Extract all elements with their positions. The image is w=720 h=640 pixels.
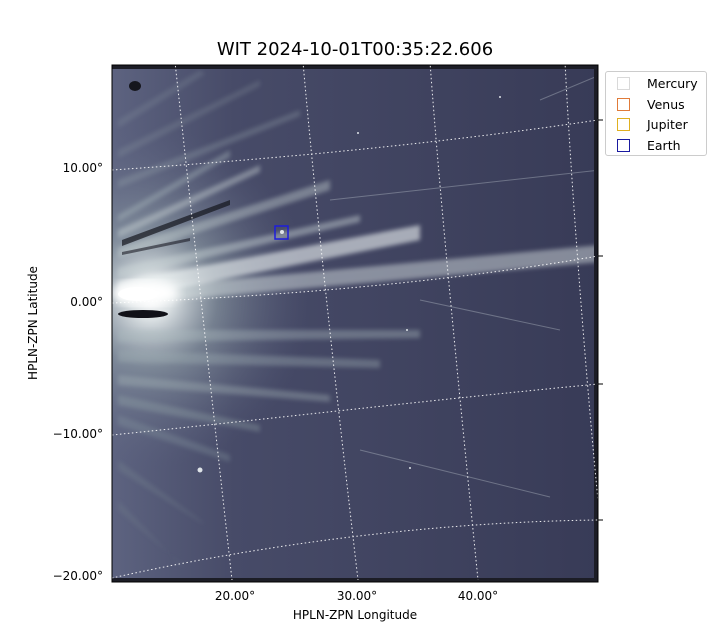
jupiter-swatch-icon: [617, 117, 630, 131]
y-axis-label: HPLN-ZPN Latitude: [26, 266, 40, 380]
legend-label: Jupiter: [647, 116, 688, 132]
legend-item-mercury: Mercury: [606, 73, 698, 93]
y-tick-label: 10.00°: [62, 161, 103, 175]
y-tick-label: −20.00°: [52, 569, 103, 583]
legend-item-jupiter: Jupiter: [606, 114, 688, 134]
legend-item-earth: Earth: [606, 135, 681, 155]
x-tick-label: 40.00°: [457, 589, 499, 603]
legend: Mercury Venus Jupiter Earth: [605, 71, 707, 156]
x-tick-label: 30.00°: [336, 589, 378, 603]
legend-label: Earth: [647, 137, 681, 153]
figure-title: WIT 2024-10-01T00:35:22.606: [216, 39, 494, 60]
x-tick-label: 20.00°: [214, 589, 256, 603]
y-tick-label: 0.00°: [70, 295, 103, 309]
earth-swatch-icon: [617, 138, 630, 152]
streamers: [118, 70, 598, 568]
legend-label: Venus: [647, 96, 685, 112]
legend-item-venus: Venus: [606, 94, 685, 114]
y-tick-label: −10.00°: [52, 427, 103, 441]
legend-label: Mercury: [647, 75, 698, 91]
venus-swatch-icon: [617, 97, 630, 111]
x-axis-label: HPLN-ZPN Longitude: [292, 608, 418, 622]
mercury-swatch-icon: [617, 76, 630, 90]
coordinate-grid: [112, 65, 598, 581]
earth-marker: [274, 225, 289, 240]
